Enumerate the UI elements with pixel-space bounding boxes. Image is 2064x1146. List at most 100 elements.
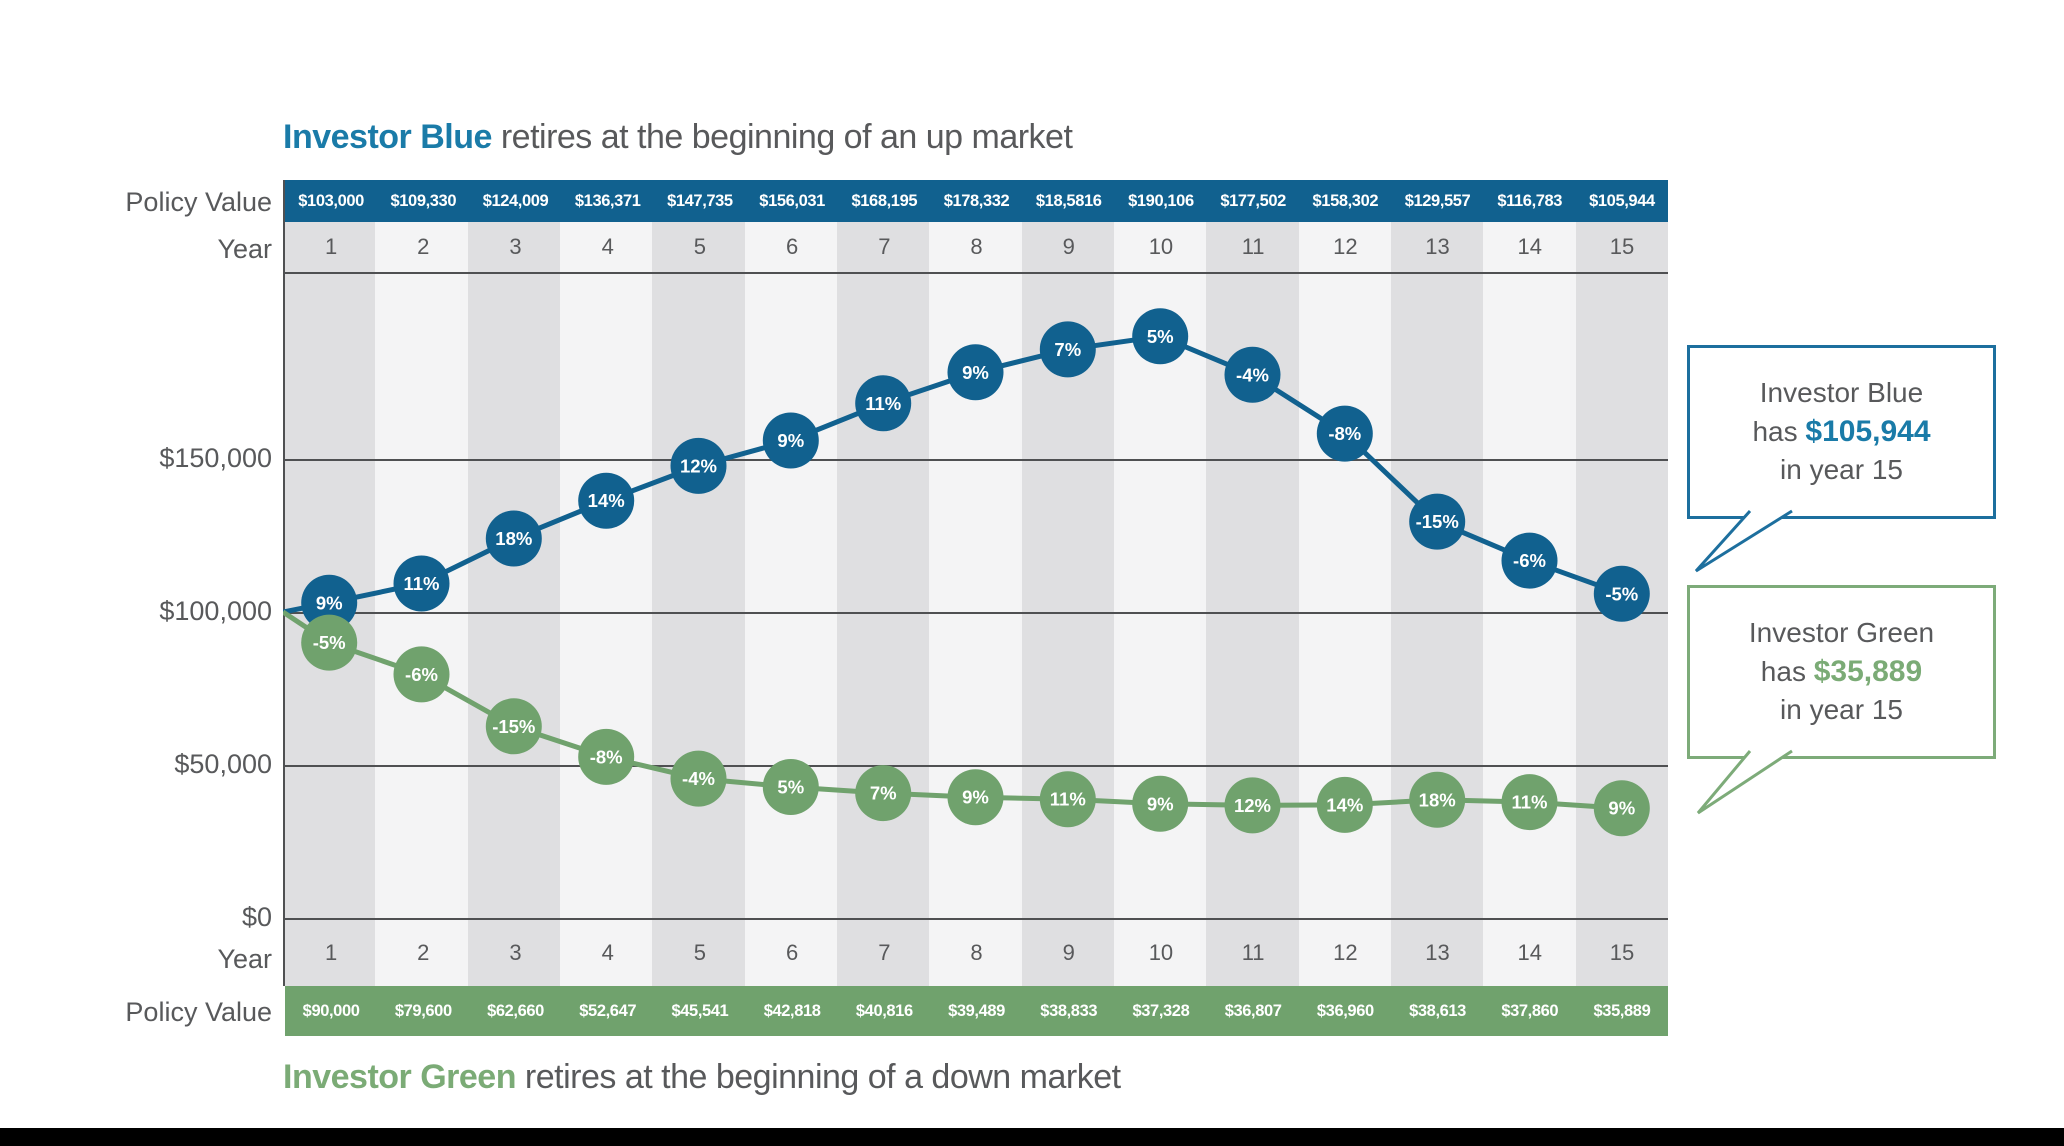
bottom-year-label: Year [217, 944, 272, 974]
year-number: 11 [1241, 940, 1265, 965]
green-return-marker: -15% [485, 698, 542, 755]
year-number: 14 [1517, 234, 1542, 259]
blue-policy-value-cell: $103,000 [298, 191, 364, 210]
green-policy-value-cell: $45,541 [671, 1001, 729, 1020]
green-return-marker: 11% [1039, 771, 1096, 828]
svg-text:9%: 9% [962, 362, 989, 383]
green-policy-value-cell: $37,328 [1132, 1001, 1190, 1020]
blue-return-marker: -15% [1409, 493, 1466, 550]
svg-text:9%: 9% [962, 787, 989, 808]
green-policy-value-cell: $52,647 [579, 1001, 637, 1020]
gridline [283, 459, 1668, 461]
green-policy-value-cell: $79,600 [394, 1001, 452, 1020]
top-year-label: Year [217, 234, 272, 264]
gridline [283, 612, 1668, 614]
green-policy-value-cell: $40,816 [855, 1001, 913, 1020]
svg-text:-6%: -6% [1513, 550, 1546, 571]
svg-text:11%: 11% [403, 573, 439, 594]
blue-return-marker: 5% [1132, 308, 1189, 365]
year-number: 15 [1609, 234, 1635, 259]
svg-text:11%: 11% [865, 393, 901, 414]
green-policy-value-cell: $38,613 [1409, 1001, 1466, 1020]
blue-policy-value-cell: $124,009 [482, 191, 549, 210]
svg-text:-4%: -4% [682, 768, 715, 789]
y-axis-tick-label: $150,000 [159, 443, 272, 473]
svg-text:-4%: -4% [1236, 364, 1269, 385]
green-policy-value-cell: $36,960 [1316, 1001, 1374, 1020]
green-callout-line3: in year 15 [1780, 693, 1903, 725]
year-number: 9 [1062, 940, 1075, 965]
bottom-title-rest: retires at the beginning of a down marke… [515, 1058, 1121, 1096]
blue-policy-value-cell: $136,371 [574, 191, 641, 210]
blue-callout-tail [1694, 509, 1793, 573]
blue-policy-value-cell: $158,302 [1312, 191, 1379, 210]
year-number: 4 [601, 940, 614, 965]
green-return-marker: 7% [855, 765, 912, 822]
bottom-policy-value-label: Policy Value [125, 997, 272, 1027]
year-number: 11 [1241, 234, 1265, 259]
green-policy-value-cell: $38,833 [1040, 1001, 1098, 1020]
year-column-stripe [1483, 222, 1576, 986]
blue-policy-value-cell: $177,502 [1220, 191, 1286, 210]
svg-text:14%: 14% [588, 490, 625, 511]
svg-text:-8%: -8% [1328, 423, 1361, 444]
year-column-stripe [744, 222, 837, 986]
year-number: 7 [878, 940, 891, 965]
year-number: 5 [693, 940, 707, 965]
line-chart-plot: 9% 11% 18% 14% 12% 9% 11% 9% 7% 5% -4% -8% -15% -6% -5… [283, 308, 1650, 837]
year-number: 9 [1062, 234, 1075, 259]
year-number: 7 [878, 234, 891, 259]
green-callout-has: has [1760, 656, 1814, 688]
year-number: 1 [324, 940, 338, 965]
year-column-stripe [652, 222, 745, 986]
top-year-row: 1 2 3 4 5 6 7 8 9 10 11 12 13 14 15 [285, 222, 1668, 272]
year-number: 8 [970, 940, 983, 965]
top-title-investor-blue: Investor Blue [283, 118, 492, 156]
svg-text:-5%: -5% [1605, 583, 1638, 604]
blue-return-marker: 11% [855, 375, 912, 432]
blue-callout-line3: in year 15 [1780, 453, 1903, 485]
plot-column-stripes [283, 222, 1668, 986]
blue-policy-value-cell: $18,5816 [1035, 191, 1102, 210]
svg-text:-6%: -6% [405, 664, 438, 685]
blue-return-marker: 7% [1039, 321, 1096, 378]
green-policy-value-cell: $42,818 [763, 1001, 821, 1020]
investor-blue-callout: Investor Blue has $105,944 in year 15 [1687, 345, 1996, 519]
svg-text:5%: 5% [1147, 326, 1174, 347]
blue-policy-value-cell: $109,330 [390, 191, 457, 210]
green-callout-value: $35,889 [1813, 655, 1923, 689]
top-policy-value-label: Policy Value [125, 187, 272, 217]
top-chart-title: Investor Blue retires at the beginning o… [283, 118, 1073, 157]
svg-text:18%: 18% [1419, 789, 1456, 810]
blue-policy-value-cell: $190,106 [1128, 191, 1194, 210]
bottom-black-bar [0, 1128, 2064, 1146]
svg-text:18%: 18% [495, 528, 532, 549]
green-return-marker: -5% [301, 614, 358, 671]
y-axis-tick-label: $0 [241, 902, 272, 932]
blue-return-marker: 12% [670, 437, 727, 494]
svg-text:7%: 7% [1054, 339, 1081, 360]
year-number: 14 [1517, 940, 1542, 965]
plot-left-border [283, 180, 285, 986]
svg-text:9%: 9% [1608, 798, 1635, 819]
year-column-stripe [467, 222, 560, 986]
year-number: 2 [417, 234, 430, 259]
svg-text:-5%: -5% [313, 632, 346, 653]
gridline [283, 918, 1668, 920]
year-number: 10 [1148, 940, 1174, 965]
blue-callout-line2: has $105,944 [1752, 412, 1930, 452]
svg-text:-15%: -15% [1416, 511, 1459, 532]
svg-text:14%: 14% [1326, 794, 1363, 815]
bottom-chart-title: Investor Green retires at the beginning … [283, 1058, 1121, 1097]
gridline [283, 765, 1668, 767]
green-policy-value-cell: $37,860 [1501, 1001, 1559, 1020]
year-number: 5 [693, 234, 707, 259]
blue-policy-value-cell: $156,031 [759, 191, 825, 210]
year-number: 6 [785, 940, 799, 965]
year-number: 12 [1333, 234, 1358, 259]
blue-return-marker: -8% [1316, 405, 1373, 462]
green-return-marker: 14% [1316, 776, 1373, 833]
green-return-marker: 12% [1224, 777, 1281, 834]
green-policy-value-cell: $35,889 [1593, 1001, 1651, 1020]
